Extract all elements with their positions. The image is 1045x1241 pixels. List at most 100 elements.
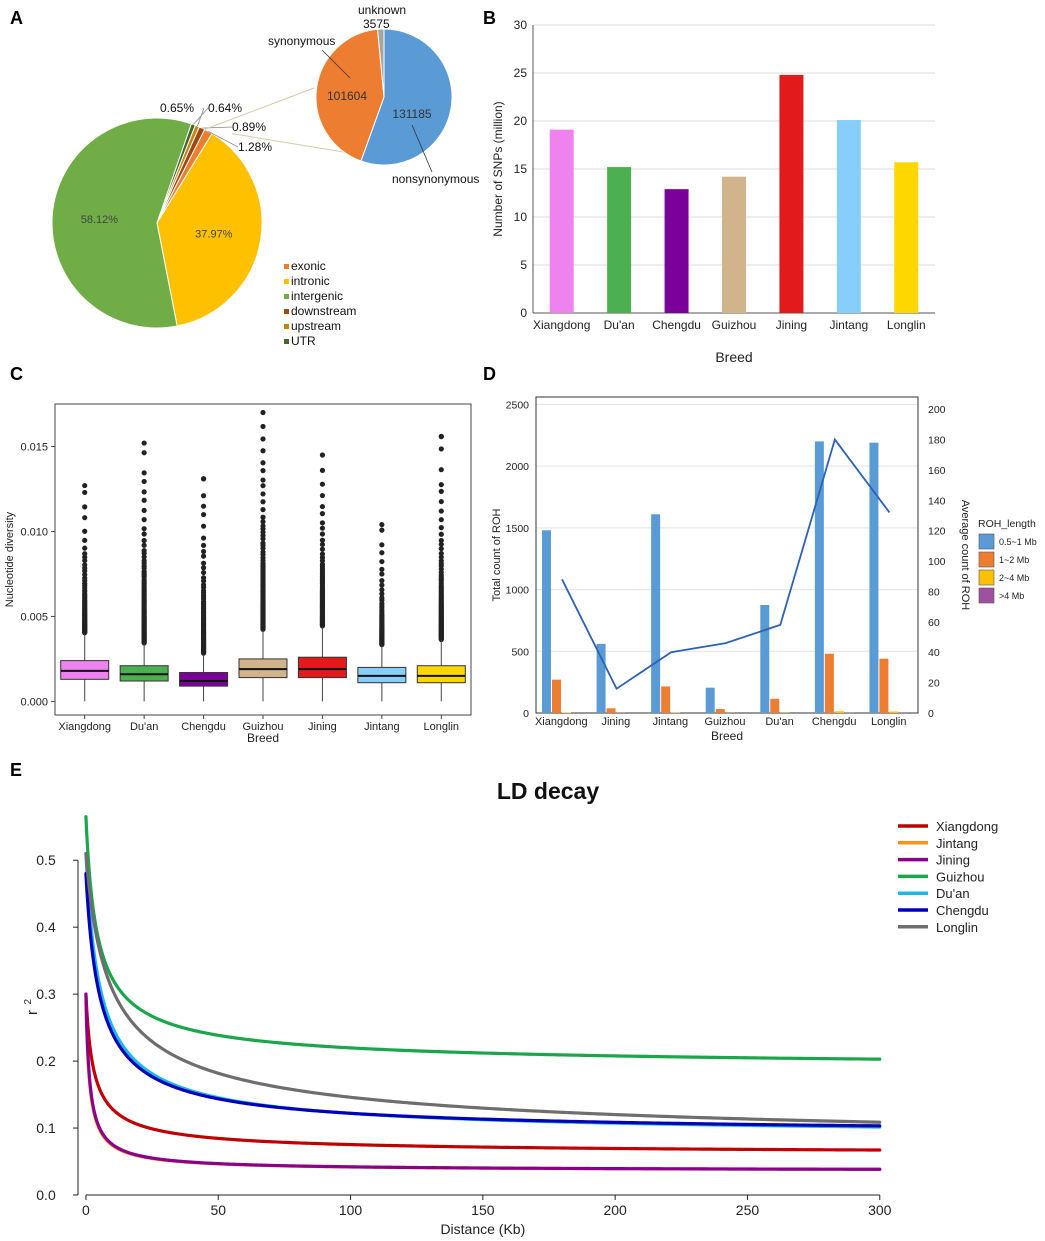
- e-ytick-label-4: 0.4: [36, 919, 56, 935]
- legend-label-downstream: downstream: [291, 304, 356, 318]
- d-y2tick-label-10: 200: [928, 404, 946, 416]
- panel-label-b: B: [483, 8, 496, 28]
- d-y2tick-label-2: 40: [928, 647, 940, 659]
- c-outlier-point: [200, 569, 207, 576]
- d-ytick-label-4: 2000: [506, 461, 530, 473]
- d-y2-axis-title: Average count of ROH: [959, 500, 971, 611]
- c-outliers-jining: [319, 452, 326, 629]
- c-outlier-point: [438, 550, 444, 557]
- c-outlier-point: [141, 554, 147, 560]
- b-xtick-label-jintang: Jintang: [830, 318, 869, 332]
- d-bar-0-5-1-mb-guizhou: [705, 687, 715, 713]
- c-outlier-point: [319, 541, 326, 548]
- inset-leader-nonsynonymous: [411, 124, 433, 173]
- d-bar-1-2-mb-jintang: [661, 686, 671, 713]
- c-outlier-point: [200, 560, 207, 566]
- c-ytick-label-2: 0.010: [20, 526, 48, 538]
- c-outlier-point: [438, 531, 444, 537]
- c-outlier-point: [200, 565, 207, 571]
- e-series-line-jining: [84, 992, 882, 1171]
- pie-zoom-line-upper: [204, 87, 315, 130]
- b-bar-du-an: [607, 167, 632, 313]
- inset-leader-synonymous: [321, 49, 351, 79]
- c-outlier-point: [379, 542, 385, 548]
- d-xtick-label-jintang: Jintang: [653, 716, 688, 728]
- c-outlier-point: [379, 595, 385, 601]
- c-outlier-point: [200, 535, 207, 541]
- panel-label-e: E: [10, 760, 22, 780]
- c-outlier-point: [260, 540, 266, 546]
- c-outlier-point: [319, 531, 326, 537]
- c-outlier-point: [319, 452, 326, 458]
- e-legend-label-longlin: Longlin: [936, 920, 978, 935]
- c-outlier-point: [260, 519, 266, 525]
- d-y2tick-label-3: 60: [928, 617, 940, 629]
- d-xtick-label-chengdu: Chengdu: [812, 716, 857, 728]
- b-xtick-label-jining: Jining: [776, 318, 807, 332]
- c-outliers-guizhou: [260, 409, 266, 632]
- c-xtick-label-jintang: Jintang: [364, 721, 399, 733]
- b-xtick-label-chengdu: Chengdu: [652, 318, 701, 332]
- e-ytick-label-1: 0.1: [36, 1120, 56, 1136]
- c-y-axis-title: Nucleotide diversity: [4, 511, 16, 607]
- legend-label-utr: UTR: [291, 334, 316, 348]
- b-xtick-label-du-an: Du'an: [604, 318, 635, 332]
- c-outlier-point: [438, 546, 444, 552]
- c-outlier-point: [200, 523, 207, 529]
- d-y2tick-label-5: 100: [928, 556, 946, 568]
- d-bar-0-5-1-mb-longlin: [869, 442, 879, 713]
- d-y2tick-label-9: 180: [928, 435, 946, 447]
- b-bar-jining: [779, 74, 804, 313]
- c-outlier-point: [438, 517, 444, 523]
- d-ytick-label-2: 1000: [506, 585, 530, 597]
- c-outlier-point: [319, 520, 326, 526]
- c-outlier-point: [82, 515, 88, 521]
- panel-c-diversity-boxplot: 0.000 0.005 0.010 0.015 Xiangdong Du'an Chengd…: [4, 403, 472, 745]
- e-xtick-label-3: 150: [471, 1202, 495, 1218]
- c-box-longlin: [416, 665, 466, 684]
- d-xtick-label-xiangdong: Xiangdong: [535, 716, 588, 728]
- c-xtick-label-jining: Jining: [308, 721, 337, 733]
- c-outlier-point: [260, 409, 266, 416]
- c-outlier-point: [438, 488, 444, 494]
- b-ytick-label-3: 15: [514, 162, 528, 176]
- c-outlier-point: [141, 470, 147, 476]
- d-legend-swatch-4-mb: [978, 587, 995, 604]
- c-x-axis-title: Breed: [247, 731, 279, 745]
- pie-slice-label-upstream: 0.65%: [160, 101, 194, 115]
- pie-slice-label-intronic: 37.97%: [195, 228, 233, 240]
- c-outlier-point: [319, 546, 326, 552]
- e-ytick-label-2: 0.2: [36, 1053, 56, 1069]
- d-legend-swatch-2-4-mb: [978, 569, 995, 586]
- c-xtick-label-xiangdong: Xiangdong: [58, 721, 111, 733]
- panel-b-snp-bar-chart: 0 5 10 15 20 25 30 Xiangdong Du'an Chengdu Guizhou…: [491, 18, 935, 365]
- c-outlier-point: [260, 483, 266, 489]
- d-legend-label-1-2-mb: 1~2 Mb: [999, 555, 1029, 565]
- inset-value-synonymous: 101604: [327, 89, 367, 103]
- c-outlier-point: [438, 541, 444, 547]
- d-legend-label-4-mb: >4 Mb: [999, 591, 1024, 601]
- legend-label-intergenic: intergenic: [291, 289, 343, 303]
- c-box-chengdu: [179, 672, 229, 687]
- pie-slice-label-downstream: 0.89%: [232, 120, 266, 134]
- c-outliers-longlin: [438, 433, 444, 643]
- e-legend-label-chengdu: Chengdu: [936, 903, 989, 918]
- e-legend-label-jining: Jining: [936, 853, 970, 868]
- c-outlier-point: [82, 537, 88, 543]
- c-outlier-point: [260, 523, 266, 529]
- d-y2tick-label-0: 0: [928, 708, 934, 720]
- c-outlier-point: [379, 582, 385, 588]
- e-series-line-du-an: [84, 851, 882, 1129]
- d-bar-0-5-1-mb-du-an: [760, 604, 770, 713]
- panel-label-d: D: [483, 364, 496, 384]
- d-bar-1-2-mb-xiangdong: [552, 679, 561, 713]
- c-outliers-chengdu: [200, 476, 207, 656]
- c-outlier-point: [379, 571, 385, 577]
- pie-leader-line-exonic: [208, 131, 239, 148]
- d-xtick-label-guizhou: Guizhou: [705, 716, 746, 728]
- legend-label-intronic: intronic: [291, 274, 330, 288]
- c-outlier-point: [260, 460, 266, 466]
- legend-swatch-downstream: [284, 309, 289, 314]
- inset-label-unknown: unknown: [358, 3, 406, 17]
